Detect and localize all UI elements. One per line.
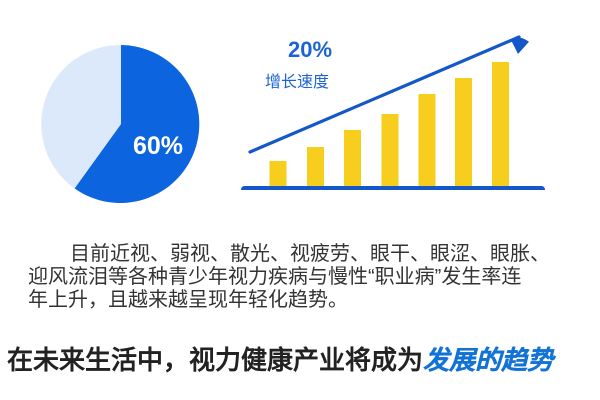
svg-text:60%: 60% xyxy=(133,132,183,160)
